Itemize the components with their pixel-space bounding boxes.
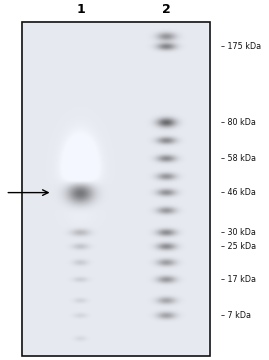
Text: 2: 2: [162, 3, 171, 15]
Text: – 175 kDa: – 175 kDa: [221, 42, 261, 51]
Text: – 46 kDa: – 46 kDa: [221, 188, 256, 197]
Text: – 30 kDa: – 30 kDa: [221, 228, 256, 237]
Bar: [22, 22, 210, 356]
Text: – 7 kDa: – 7 kDa: [221, 310, 251, 320]
Text: – 80 kDa: – 80 kDa: [221, 118, 256, 127]
Text: – 25 kDa: – 25 kDa: [221, 242, 256, 251]
Text: – 17 kDa: – 17 kDa: [221, 274, 256, 284]
Text: 1: 1: [76, 3, 85, 15]
Text: – 58 kDa: – 58 kDa: [221, 154, 256, 163]
